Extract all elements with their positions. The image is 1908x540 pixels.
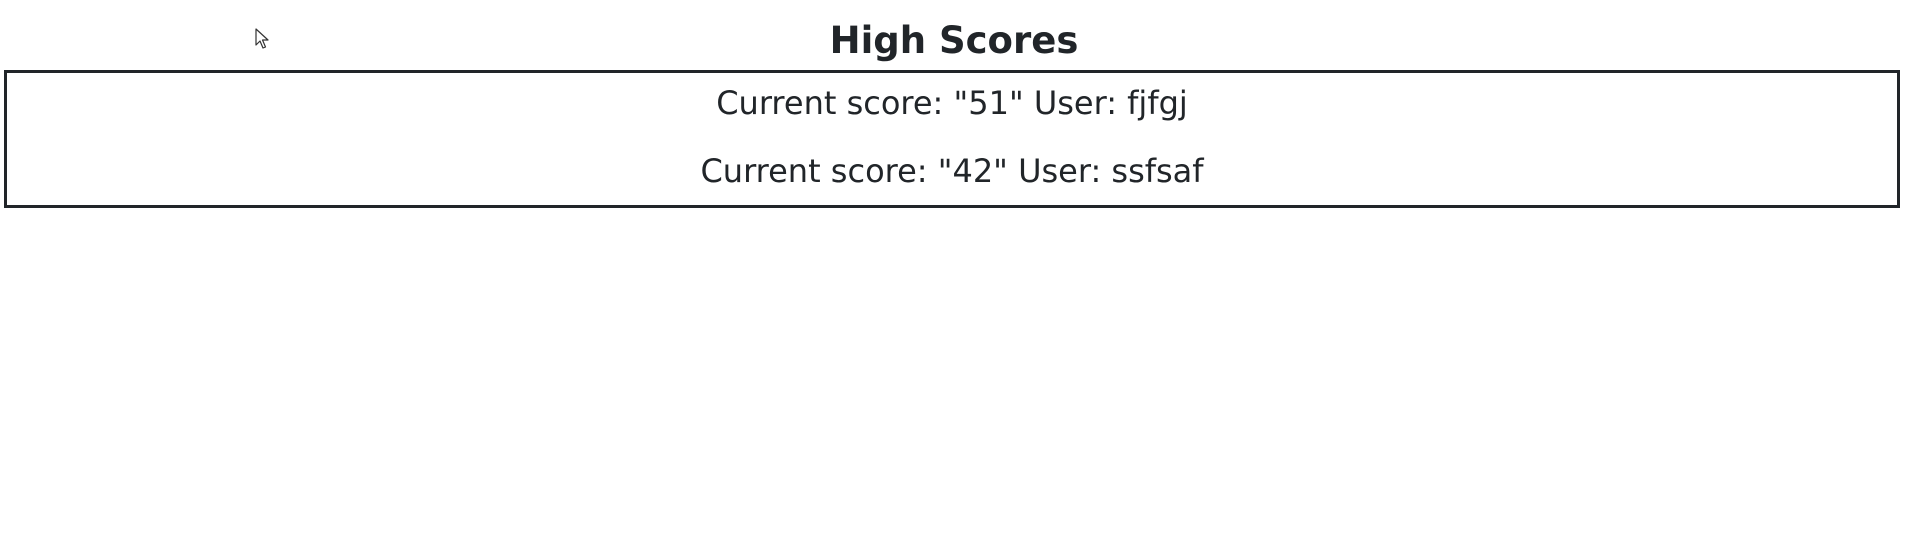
mouse-pointer-icon [255, 28, 269, 49]
page-title: High Scores [829, 19, 1079, 62]
scores-list: Current score: "51" User: fjfgj Current … [4, 70, 1900, 208]
score-item: Current score: "51" User: fjfgj [716, 84, 1188, 122]
score-item: Current score: "42" User: ssfsaf [700, 152, 1204, 190]
